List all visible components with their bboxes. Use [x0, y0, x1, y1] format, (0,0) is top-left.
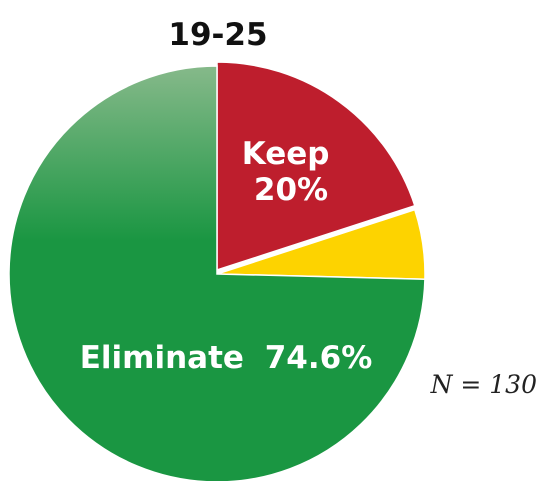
chart-title: 19-25	[168, 17, 267, 53]
slice-label-keep: Keep 20%	[242, 136, 341, 208]
pie-slice-keep	[216, 61, 416, 272]
slice-label-eliminate: Eliminate 74.6%	[80, 340, 373, 376]
sample-size-annotation: N = 130	[430, 370, 538, 399]
pie-slice-eliminate	[8, 65, 426, 481]
